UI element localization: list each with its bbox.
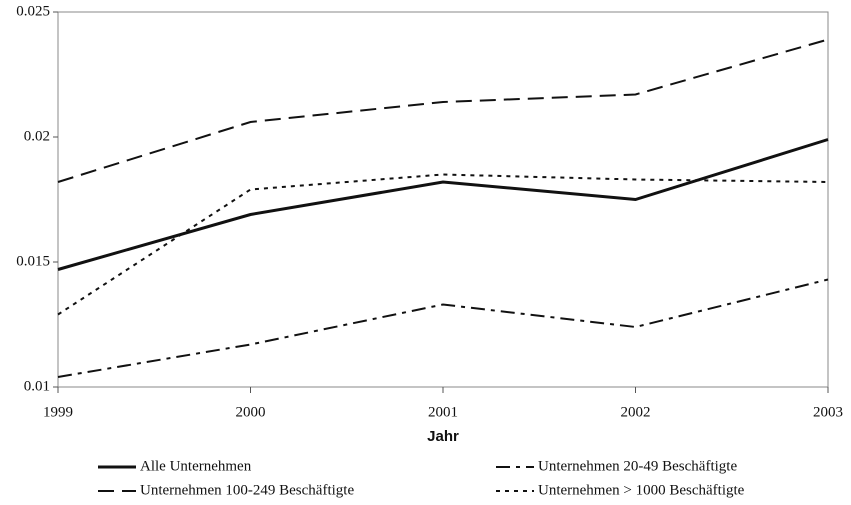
y-tick-label: 0.015	[16, 253, 50, 269]
legend-label: Unternehmen 20-49 Beschäftigte	[538, 458, 737, 474]
x-tick-label: 2001	[428, 404, 458, 420]
y-tick-label: 0.025	[16, 3, 50, 19]
y-tick-label: 0.02	[24, 128, 50, 144]
x-tick-label: 2000	[236, 404, 266, 420]
x-tick-label: 1999	[43, 404, 73, 420]
legend-label: Unternehmen 100-249 Beschäftigte	[140, 482, 354, 498]
x-axis-label: Jahr	[427, 428, 459, 445]
line-series	[57, 138, 829, 271]
line-series	[57, 173, 829, 316]
line-series	[57, 278, 829, 378]
legend-label: Alle Unternehmen	[140, 458, 252, 474]
plot-frame	[57, 11, 829, 388]
x-tick-label: 2002	[621, 404, 651, 420]
y-tick-label: 0.01	[24, 378, 50, 394]
x-tick-label: 2003	[813, 404, 843, 420]
line-series	[57, 38, 829, 183]
legend-label: Unternehmen > 1000 Beschäftigte	[538, 482, 745, 498]
